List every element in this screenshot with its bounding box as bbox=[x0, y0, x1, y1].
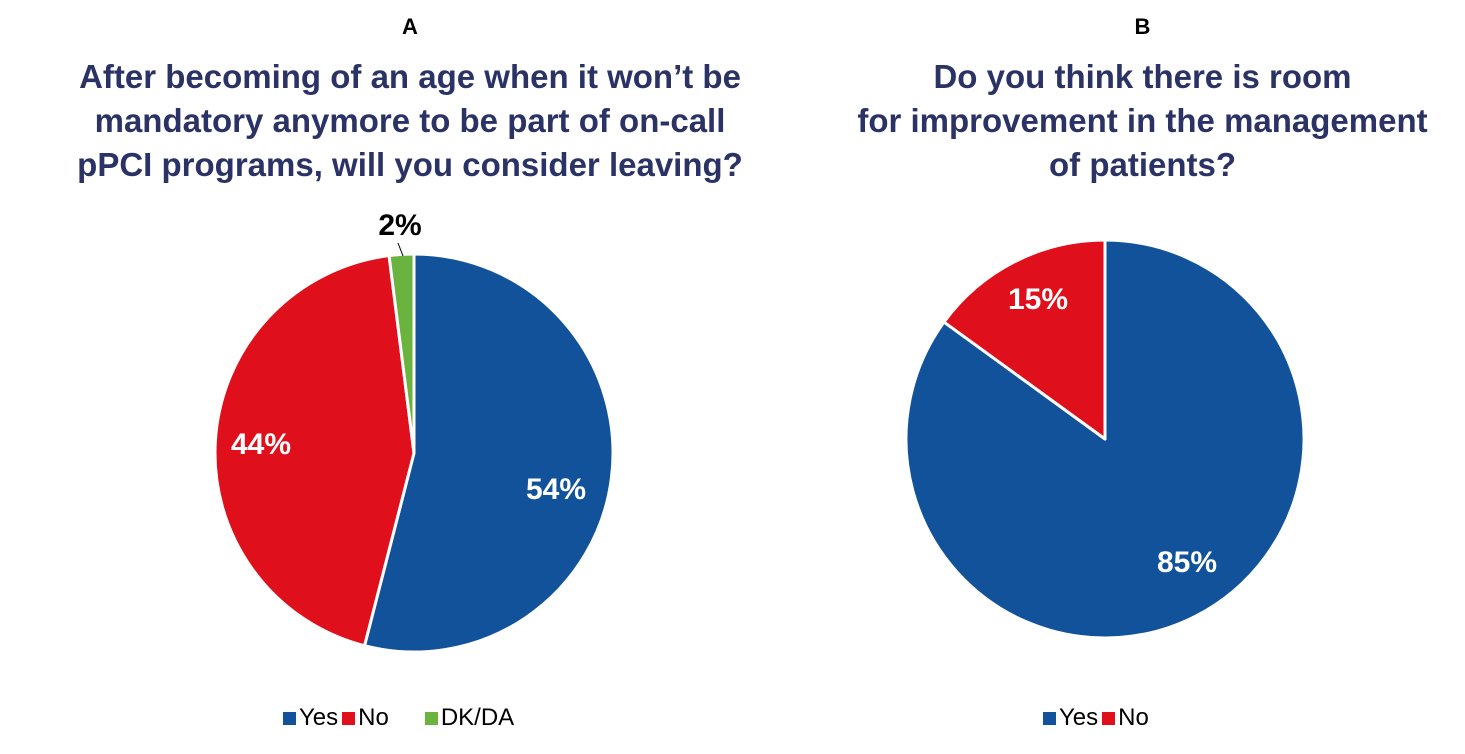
legend-a-item-yes: Yes bbox=[283, 704, 338, 732]
pie-data-label-yes: 54% bbox=[526, 473, 586, 506]
pie-slice-yes bbox=[363, 252, 615, 654]
legend-a-label-dkda: DK/DA bbox=[440, 704, 515, 731]
chart-title-b-line-3: of patients? bbox=[1049, 146, 1236, 183]
chart-title-b-line-2: for improvement in the management bbox=[857, 102, 1428, 139]
legend-b-label-yes: Yes bbox=[1059, 704, 1099, 731]
legend-b-item-no: No bbox=[1102, 704, 1149, 732]
pie-slice-no bbox=[213, 254, 416, 648]
chart-panel-a: A After becoming of an age when it won’t… bbox=[0, 14, 820, 732]
legend-a-swatch-no bbox=[342, 711, 356, 725]
legend-b-item-yes: Yes bbox=[1043, 704, 1098, 732]
chart-title-a-line-2: mandatory anymore to be part of on-call bbox=[94, 102, 726, 139]
pie-label-leader-line bbox=[397, 242, 404, 257]
chart-panel-b: B Do you think there is room for improve… bbox=[820, 0, 1465, 754]
legend-a-label-yes: Yes bbox=[299, 704, 339, 731]
legend-a-swatch-dkda bbox=[424, 711, 438, 725]
pie-chart-a: 54% 44% 2% bbox=[213, 209, 615, 654]
chart-title-a: After becoming of an age when it won’t b… bbox=[0, 55, 820, 187]
legend-a-swatch-yes bbox=[283, 711, 296, 725]
chart-title-b-line-1: Do you think there is room bbox=[933, 58, 1352, 95]
pie-slice-no bbox=[942, 238, 1107, 441]
pie-data-label-yes: 85% bbox=[1157, 546, 1217, 579]
pie-data-label-dk-da: 2% bbox=[378, 209, 421, 242]
legend-a: Yes No DK/DA bbox=[283, 704, 518, 732]
panel-label-a: A bbox=[402, 14, 418, 39]
chart-title-a-line-1: After becoming of an age when it won’t b… bbox=[79, 58, 741, 95]
legend-b-label-no: No bbox=[1118, 704, 1149, 731]
legend-a-label-no: No bbox=[358, 704, 389, 731]
legend-b-swatch-no bbox=[1102, 711, 1116, 725]
pie-data-label-no: 15% bbox=[1008, 283, 1068, 316]
legend-b-swatch-yes bbox=[1043, 711, 1056, 725]
panel-label-b: B bbox=[1134, 14, 1151, 39]
chart-title-b: Do you think there is room for improveme… bbox=[820, 55, 1465, 187]
legend-a-item-dkda: DK/DA bbox=[424, 704, 515, 732]
pie-data-label-no: 44% bbox=[231, 428, 291, 461]
pie-chart-b: 85% 15% bbox=[904, 238, 1306, 640]
chart-title-a-line-3: pPCI programs, will you consider leaving… bbox=[77, 146, 743, 183]
legend-a-item-no: No bbox=[342, 704, 389, 732]
pie-slice-dk-da bbox=[387, 252, 416, 455]
legend-b: Yes No bbox=[1043, 704, 1153, 732]
